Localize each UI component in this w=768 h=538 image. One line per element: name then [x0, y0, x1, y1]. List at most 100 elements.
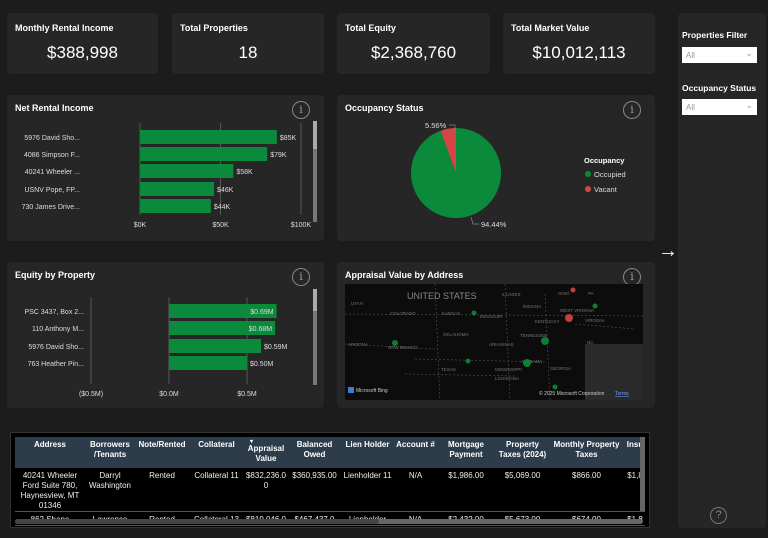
column-header[interactable]: Balanced Owed [296, 440, 333, 459]
kpi-value: $10,012,113 [532, 43, 626, 62]
properties-filter-dropdown[interactable]: All ⌄ [682, 47, 757, 63]
table-cell: $866.00 [572, 471, 601, 480]
net-rental-income-chart: $0K $50K $100K 5976 David Sho... $85K 4086 Si… [22, 123, 312, 229]
table-header: Address Borrowers /Tenants Note/Rented Coll… [15, 437, 645, 468]
property-marker [471, 310, 477, 316]
pie-slice-vacant [440, 128, 456, 173]
scrollbar-thumb[interactable] [15, 519, 380, 524]
chevron-down-icon: ⌄ [745, 48, 753, 58]
chart-title: Net Rental Income [15, 103, 94, 113]
legend-marker [585, 186, 591, 192]
kpi-value: $2,368,760 [370, 43, 457, 62]
state-label: ARKANSAS [489, 342, 514, 347]
state-label: UTAH [351, 301, 363, 306]
kpi-title: Total Market Value [511, 23, 590, 33]
column-header[interactable]: Lien Holder [345, 440, 390, 449]
table-vertical-scrollbar[interactable] [640, 437, 645, 511]
chevron-down-icon: ⌄ [745, 100, 753, 110]
table-cell: $1,986.00 [448, 471, 484, 480]
country-label: UNITED STATES [407, 291, 477, 301]
bar [140, 182, 215, 196]
appraisal-map-card: Appraisal Value by Address i UNITED STAT… [337, 262, 655, 408]
legend-item: Vacant [594, 185, 618, 194]
chart-title: Occupancy Status [345, 103, 424, 113]
state-label: KANSAS [442, 311, 460, 316]
state-label: VIRGINIA [585, 318, 605, 323]
table-horizontal-scrollbar[interactable] [15, 519, 643, 524]
occupancy-pie-chart: 5.56% 94.44% Occupancy Occupied Vacant [411, 121, 626, 229]
column-header[interactable]: Collateral [198, 440, 235, 449]
properties-table: Address Borrowers /Tenants Note/Rented Coll… [10, 432, 650, 528]
table-cell: Rented [149, 471, 175, 480]
table-row[interactable]: 40241 Wheeler Ford Suite 780, Haynesview… [15, 468, 645, 512]
kpi-monthly-rental-income: Monthly Rental Income $388,998 [7, 13, 158, 74]
data-label: $58K [236, 169, 253, 176]
property-marker [523, 359, 531, 367]
state-label: NEW MEXICO [388, 345, 418, 350]
category-label: 4086 Simpson F... [24, 152, 80, 159]
net-rental-income-card: Net Rental Income i $0K $50K $100K 5976 Dav… [7, 95, 324, 241]
tick-label: $50K [212, 222, 229, 229]
column-header[interactable]: Monthly Property Taxes [553, 440, 620, 459]
occupancy-status-card: Occupancy Status i 5.56% 94.44% Occupancy O… [337, 95, 655, 241]
category-label: 40241 Wheeler ... [25, 169, 80, 176]
kpi-title: Total Properties [180, 23, 248, 33]
data-label: $0.59M [264, 344, 288, 351]
info-icon[interactable]: i [292, 101, 310, 119]
tick-label: $100K [291, 222, 312, 229]
bing-logo-icon [348, 387, 354, 393]
state-border [504, 284, 511, 400]
table-cell: $360,935.00 [292, 471, 337, 480]
state-label: ALABAMA [521, 359, 542, 364]
column-header[interactable]: Address [33, 440, 66, 449]
bar [169, 339, 262, 353]
kpi-title: Total Equity [345, 23, 396, 33]
state-label: WEST VIRGINIA [560, 308, 594, 313]
data-label: $85K [280, 135, 297, 142]
chart-scrollbar[interactable] [313, 289, 317, 385]
bar [169, 356, 247, 370]
property-marker [570, 287, 576, 293]
scrollbar-thumb[interactable] [313, 121, 317, 149]
sort-descending-icon[interactable]: ▾ [250, 439, 254, 445]
chart-scrollbar[interactable] [313, 121, 317, 222]
chart-title: Appraisal Value by Address [345, 270, 464, 280]
expand-arrow-icon[interactable]: → [658, 240, 678, 262]
state-label: NC [587, 340, 594, 345]
occupancy-status-dropdown[interactable]: All ⌄ [682, 99, 757, 115]
table-cell: N/A [408, 471, 423, 480]
tick-label: $0.0M [159, 391, 179, 398]
data-label: $79K [270, 152, 287, 159]
bar [169, 321, 276, 335]
table-cell: 40241 Wheeler Ford Suite 780, Haynesview… [20, 471, 80, 510]
leader-line [470, 216, 479, 225]
filter-panel: Properties Filter All ⌄ Occupancy Status … [678, 13, 766, 528]
us-map[interactable]: UNITED STATES UTAH COLORADO KANSAS MISSOURI I… [345, 284, 643, 400]
occupancy-status-label: Occupancy Status [682, 83, 757, 93]
info-icon[interactable]: i [623, 101, 641, 119]
column-header[interactable]: Insu [626, 440, 644, 449]
tick-label: $0.5M [237, 391, 257, 398]
equity-by-property-card: Equity by Property i ($0.5M) $0.0M $0.5M PS… [7, 262, 324, 408]
column-header[interactable]: ▾ Appraisal Value [244, 437, 288, 468]
help-icon[interactable]: ? [710, 507, 727, 524]
bar [140, 130, 277, 144]
column-header[interactable]: Note/Rented [138, 440, 186, 449]
column-header[interactable]: Account # [396, 440, 435, 449]
state-label: TENNESSEE [520, 333, 547, 338]
table-cell: Darryl Washington [89, 471, 131, 490]
column-header[interactable]: Property Taxes (2024) [498, 440, 547, 459]
legend-marker [585, 171, 591, 177]
scrollbar-thumb[interactable] [313, 289, 317, 311]
property-marker [565, 314, 573, 322]
state-label: TEXAS [441, 367, 456, 372]
info-icon[interactable]: i [292, 268, 310, 286]
terms-link[interactable]: Terms [615, 391, 629, 397]
state-border [544, 293, 551, 400]
column-header[interactable]: Borrowers /Tenants [89, 440, 130, 459]
table-cell: $832,236.00 [245, 471, 287, 490]
column-header[interactable]: Mortgage Payment [448, 440, 484, 459]
state-label: ARIZONA [348, 342, 368, 347]
state-label: INDIANA [523, 304, 541, 309]
kpi-total-properties: Total Properties 18 [172, 13, 324, 74]
